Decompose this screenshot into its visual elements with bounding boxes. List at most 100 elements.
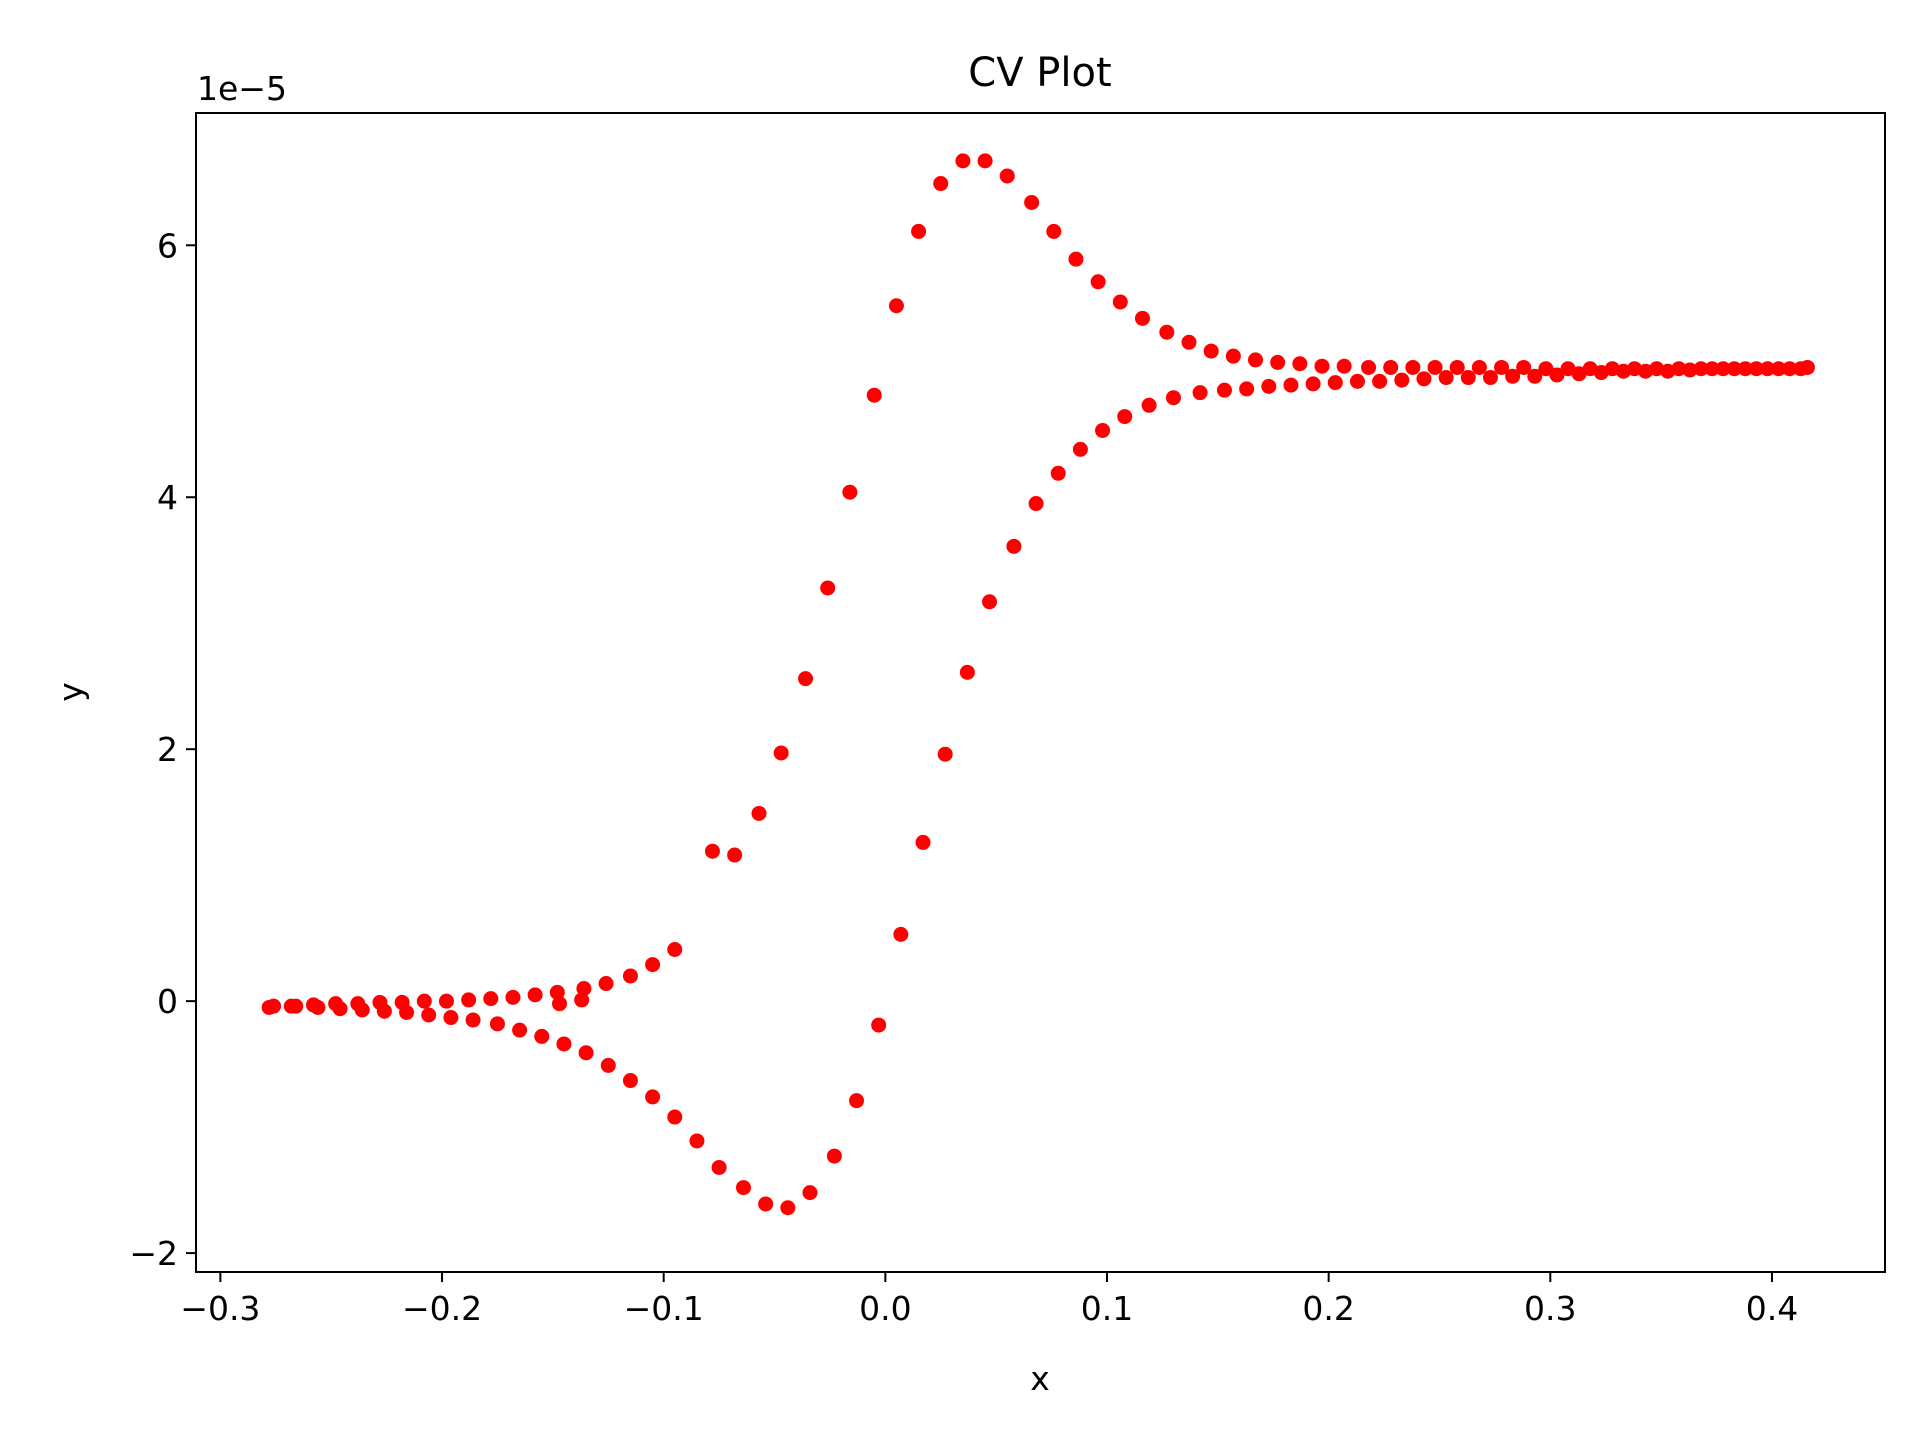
- data-point: [667, 941, 683, 957]
- data-point: [622, 968, 638, 984]
- data-point: [556, 1036, 572, 1052]
- data-point: [1793, 361, 1809, 377]
- data-point: [1516, 359, 1532, 375]
- data-point: [1112, 294, 1128, 310]
- data-point: [1336, 358, 1352, 374]
- x-tick-label: −0.1: [624, 1289, 704, 1328]
- data-point: [1095, 422, 1111, 438]
- data-point: [527, 987, 543, 1003]
- data-point: [1638, 363, 1654, 379]
- data-point: [1737, 361, 1753, 377]
- data-point: [866, 387, 882, 403]
- data-point: [982, 594, 998, 610]
- data-point: [1549, 367, 1565, 383]
- data-point: [443, 1010, 459, 1026]
- y-axis-ticks: −2 0 2 4 6: [129, 226, 196, 1273]
- data-point: [1046, 223, 1062, 239]
- data-point: [1726, 361, 1742, 377]
- data-point: [354, 1002, 370, 1018]
- data-point: [1225, 348, 1241, 364]
- data-point: [1165, 390, 1181, 406]
- data-point: [1024, 194, 1040, 210]
- data-point: [780, 1200, 796, 1216]
- data-point: [1134, 310, 1150, 326]
- data-point: [915, 834, 931, 850]
- data-point: [959, 664, 975, 680]
- data-point: [1372, 373, 1388, 389]
- data-point: [1715, 361, 1731, 377]
- data-point: [1361, 359, 1377, 375]
- data-point: [1314, 358, 1330, 374]
- data-point: [1449, 359, 1465, 375]
- data-point: [937, 746, 953, 762]
- data-point: [288, 998, 304, 1014]
- data-point: [1571, 366, 1587, 382]
- data-point: [645, 957, 661, 973]
- x-tick-label: 0.0: [859, 1289, 911, 1328]
- data-point: [1405, 359, 1421, 375]
- x-axis-ticks: −0.3 −0.2 −0.1 0.0 0.1 0.2 0.3 0.4: [180, 1272, 1798, 1328]
- data-point: [1427, 359, 1443, 375]
- data-point: [735, 1180, 751, 1196]
- data-point: [1192, 385, 1208, 401]
- data-point: [310, 999, 326, 1015]
- data-point: [574, 992, 590, 1008]
- data-point: [465, 1012, 481, 1028]
- data-point: [1782, 361, 1798, 377]
- y-tick-label: −2: [129, 1234, 178, 1273]
- data-point: [689, 1133, 705, 1149]
- data-point: [421, 1007, 437, 1023]
- y-axis-label: y: [51, 682, 90, 702]
- y-tick-label: 6: [157, 226, 178, 265]
- y-tick-label: 0: [157, 982, 178, 1021]
- data-point: [798, 671, 814, 687]
- data-point: [704, 843, 720, 859]
- data-point: [933, 176, 949, 192]
- data-point: [552, 996, 568, 1012]
- data-point: [1072, 441, 1088, 457]
- data-point: [598, 976, 614, 992]
- data-point: [893, 926, 909, 942]
- data-point: [1305, 376, 1321, 392]
- plot-frame: [195, 112, 1886, 1273]
- data-point: [332, 1001, 348, 1017]
- x-tick-label: 0.3: [1524, 1289, 1576, 1328]
- data-point: [1141, 397, 1157, 413]
- y-offset-text: 1e−5: [197, 69, 287, 108]
- data-point: [1239, 381, 1255, 397]
- data-point: [1615, 363, 1631, 379]
- x-tick-label: 0.4: [1746, 1289, 1798, 1328]
- data-point: [1704, 361, 1720, 377]
- data-point: [576, 981, 592, 997]
- data-point: [399, 1004, 415, 1020]
- data-point: [1327, 375, 1343, 391]
- data-point: [483, 991, 499, 1007]
- data-point: [1527, 368, 1543, 384]
- data-point: [955, 153, 971, 169]
- data-point: [1270, 354, 1286, 370]
- data-point: [667, 1109, 683, 1125]
- data-point: [1159, 324, 1175, 340]
- data-point: [849, 1093, 865, 1109]
- data-point: [888, 298, 904, 314]
- x-tick-label: −0.3: [180, 1289, 260, 1328]
- chart-title: CV Plot: [968, 50, 1111, 96]
- data-point: [1471, 359, 1487, 375]
- data-point: [751, 805, 767, 821]
- data-point: [505, 989, 521, 1005]
- data-point: [1660, 363, 1676, 379]
- data-point: [438, 993, 454, 1009]
- data-point: [1416, 371, 1432, 387]
- data-point: [1748, 361, 1764, 377]
- data-point: [1593, 365, 1609, 381]
- data-point: [376, 1003, 392, 1019]
- data-point: [711, 1159, 727, 1175]
- data-point: [758, 1196, 774, 1212]
- data-point: [1394, 372, 1410, 388]
- data-point: [1682, 362, 1698, 378]
- data-point: [1068, 251, 1084, 267]
- data-point: [1006, 538, 1022, 554]
